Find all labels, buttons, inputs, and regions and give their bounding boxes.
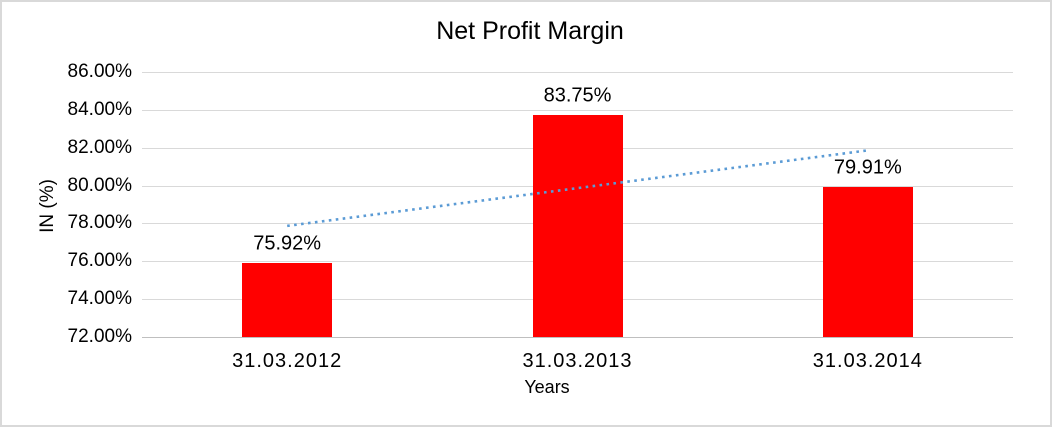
x-tick-label: 31.03.2012	[232, 350, 343, 372]
y-tick-label: 72.00%	[67, 326, 132, 347]
data-label: 75.92%	[253, 232, 322, 255]
y-tick-label: 80.00%	[67, 174, 132, 196]
data-label: 79.91%	[833, 156, 902, 179]
x-axis-line	[142, 337, 1013, 338]
x-tick-label: 31.03.2014	[812, 350, 923, 372]
y-tick-label: 74.00%	[67, 288, 132, 310]
y-tick-label: 82.00%	[67, 136, 132, 158]
y-tick-label: 76.00%	[67, 250, 132, 272]
bar-31.03.2014[interactable]	[822, 187, 913, 337]
chart-title: Net Profit Margin	[436, 17, 624, 45]
bar-31.03.2013[interactable]	[532, 114, 623, 337]
x-tick-label: 31.03.2013	[522, 350, 633, 372]
x-axis-title: Years	[524, 377, 570, 397]
bar-31.03.2012[interactable]	[242, 262, 333, 337]
y-tick-label: 86.00%	[67, 61, 132, 82]
y-tick-label: 78.00%	[67, 212, 132, 234]
gridline	[142, 109, 1013, 111]
y-tick-label: 84.00%	[67, 98, 132, 120]
gridline	[142, 72, 1013, 73]
data-label: 83.75%	[543, 84, 612, 107]
